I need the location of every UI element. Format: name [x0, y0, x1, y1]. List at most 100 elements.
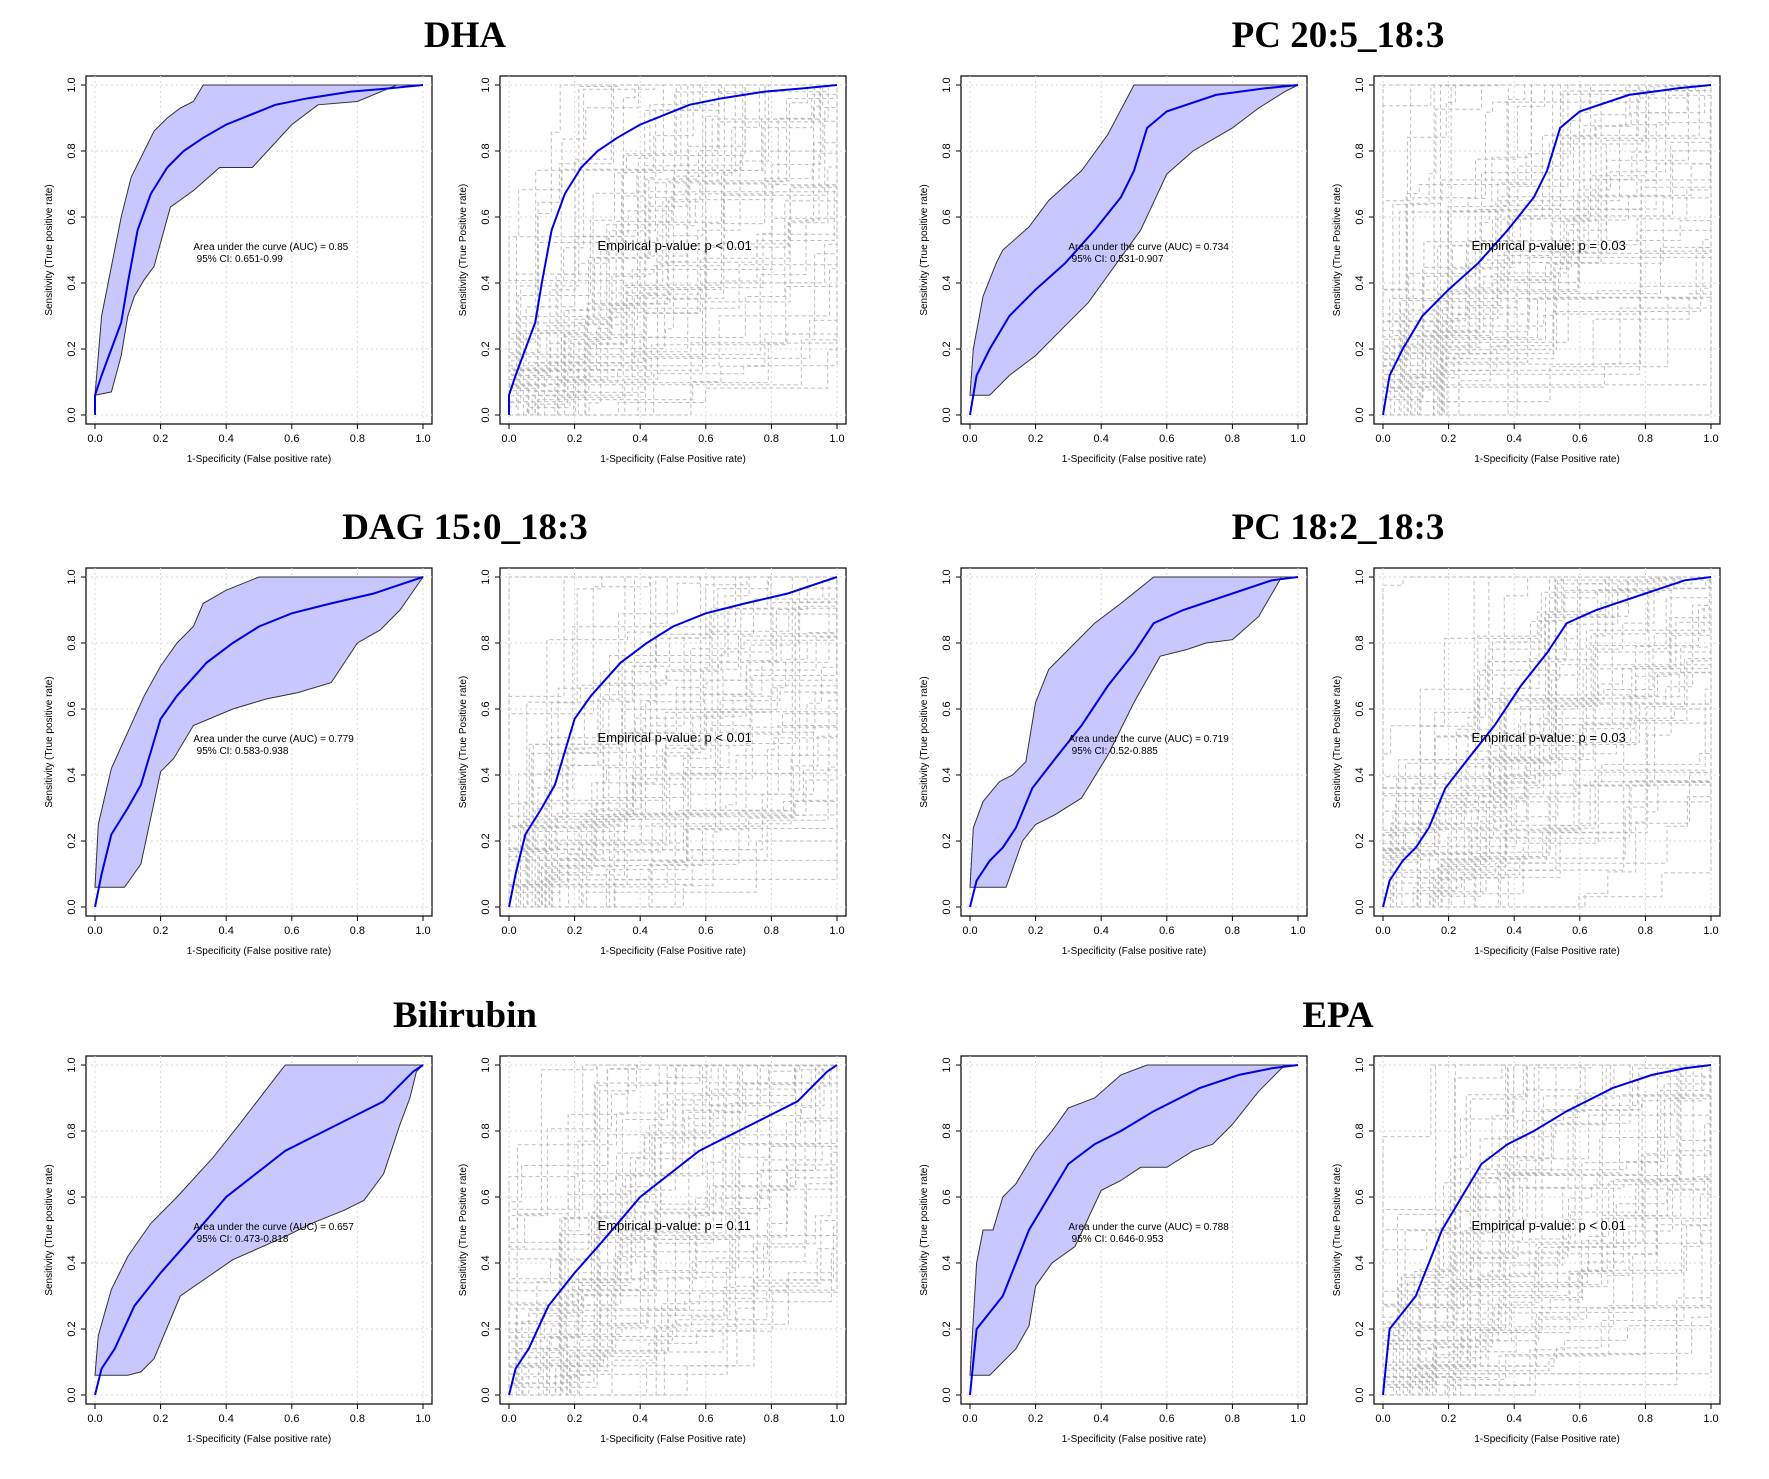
permuted-roc-curve: [1382, 576, 1711, 907]
permuted-roc-curve: [1382, 576, 1711, 907]
permutation-chart: 0.0 0.0 0.2 0.2 0.4 0.4 0.6 0.6 0.8 0.8 1.0 1.0 1-Sp…: [458, 1055, 847, 1445]
permuted-roc-curve: [509, 1064, 837, 1396]
y-tick-label: 0.0: [480, 899, 492, 914]
y-tick-label: 0.8: [480, 1123, 492, 1138]
permuted-roc-curve: [509, 1065, 838, 1396]
permuted-roc-curve: [1383, 1064, 1711, 1396]
roc-ci-chart: 0.0 0.0 0.2 0.2 0.4 0.4 0.6 0.6 0.8 0.8 1.0 1.0 1-Sp…: [919, 1055, 1308, 1445]
x-tick-label: 0.6: [698, 1413, 713, 1425]
permuted-roc-curve: [508, 577, 838, 907]
auc-label: Area under the curve (AUC) = 0.788: [1068, 1222, 1229, 1233]
permuted-roc-curve: [509, 84, 837, 416]
y-tick-label: 0.4: [1354, 1255, 1366, 1270]
permuted-roc-curve: [1382, 1065, 1712, 1395]
permuted-roc-curve: [1383, 85, 1712, 416]
x-axis-label: 1-Specificity (False positive rate): [187, 1434, 332, 1445]
roc-curve: [1382, 1064, 1712, 1396]
roc-curve: [969, 1064, 1299, 1396]
y-tick-label: 0.2: [480, 833, 492, 848]
permuted-roc-curve: [509, 1065, 838, 1396]
y-tick-label: 0.0: [66, 407, 78, 422]
y-tick-label: 1.0: [66, 1057, 78, 1072]
permuted-roc-curve: [1382, 1064, 1711, 1395]
roc-ci-chart: 0.0 0.0 0.2 0.2 0.4 0.4 0.6 0.6 0.8 0.8 1.0 1.0 1-Sp…: [44, 75, 433, 465]
permuted-roc-curve: [508, 84, 837, 415]
auc-label: Area under the curve (AUC) = 0.719: [1068, 734, 1229, 745]
y-axis-label: Sensitivity (True Positive rate): [1332, 1164, 1343, 1296]
permuted-roc-curve: [509, 1065, 838, 1396]
x-tick-label: 0.0: [501, 1413, 516, 1425]
x-tick-label: 1.0: [415, 925, 430, 937]
y-axis-label: Sensitivity (True Positive rate): [458, 676, 469, 808]
permuted-roc-curve: [1383, 1064, 1711, 1396]
permuted-roc-curve: [1382, 84, 1711, 415]
permuted-roc-curve: [509, 1065, 838, 1396]
x-tick-label: 0.8: [764, 925, 779, 937]
x-tick-label: 0.8: [764, 1413, 779, 1425]
permuted-roc-curve: [1382, 84, 1711, 415]
permutation-chart: 0.0 0.0 0.2 0.2 0.4 0.4 0.6 0.6 0.8 0.8 1.0 1.0 1-Sp…: [458, 567, 847, 957]
y-tick-label: 0.0: [66, 899, 78, 914]
permuted-roc-curve: [1383, 577, 1712, 908]
permuted-roc-curve: [1383, 577, 1712, 908]
y-tick-label: 0.4: [941, 275, 953, 290]
y-tick-label: 0.8: [1354, 143, 1366, 158]
y-tick-label: 0.8: [1354, 1123, 1366, 1138]
roc-curve: [508, 576, 838, 908]
pvalue-label: Empirical p-value: p < 0.01: [1472, 1218, 1626, 1233]
y-tick-label: 0.8: [66, 635, 78, 650]
y-tick-label: 0.2: [66, 833, 78, 848]
permuted-roc-curve: [1382, 576, 1711, 907]
roc-curve: [94, 1064, 424, 1396]
permuted-roc-curve: [1382, 85, 1712, 415]
permuted-roc-curve: [1383, 1065, 1712, 1396]
permuted-roc-curve: [509, 577, 838, 908]
x-axis-label: 1-Specificity (False positive rate): [1062, 454, 1207, 465]
permuted-roc-curve: [509, 1064, 837, 1396]
y-tick-label: 0.2: [66, 341, 78, 356]
permuted-roc-curve: [1383, 1064, 1711, 1396]
y-tick-label: 0.8: [941, 143, 953, 158]
x-tick-label: 0.4: [1094, 433, 1109, 445]
permuted-roc-curve: [509, 1065, 838, 1396]
permuted-roc-curve: [508, 576, 837, 907]
y-tick-label: 0.0: [1354, 407, 1366, 422]
permuted-roc-curve: [509, 1065, 838, 1396]
y-tick-label: 0.0: [941, 1387, 953, 1402]
permuted-roc-curve: [508, 577, 838, 907]
permuted-roc-curve: [1382, 1064, 1711, 1395]
permuted-roc-curve: [1383, 576, 1711, 908]
y-tick-label: 0.6: [941, 701, 953, 716]
x-tick-label: 0.4: [1507, 1413, 1522, 1425]
x-tick-label: 0.2: [153, 433, 168, 445]
panel-title: PC 20:5_18:3: [1231, 15, 1445, 56]
x-tick-label: 0.0: [962, 433, 977, 445]
x-tick-label: 0.8: [764, 433, 779, 445]
y-axis-label: Sensitivity (True positive rate): [919, 184, 930, 315]
permuted-roc-curve: [509, 85, 838, 416]
permuted-roc-curve: [1383, 85, 1712, 416]
confidence-band: [94, 576, 424, 888]
pvalue-label: Empirical p-value: p < 0.01: [598, 238, 752, 253]
y-tick-label: 0.2: [941, 833, 953, 848]
permuted-roc-curve: [1382, 84, 1711, 415]
y-tick-label: 1.0: [941, 77, 953, 92]
x-tick-label: 0.4: [633, 925, 648, 937]
permuted-roc-curve: [508, 1064, 837, 1395]
x-tick-label: 0.2: [1441, 433, 1456, 445]
x-tick-label: 0.8: [1225, 433, 1240, 445]
x-tick-label: 1.0: [1703, 433, 1718, 445]
permuted-roc-curve: [509, 576, 838, 908]
pvalue-label: Empirical p-value: p = 0.03: [1472, 238, 1626, 253]
y-tick-label: 0.6: [480, 1189, 492, 1204]
x-tick-label: 0.0: [501, 433, 516, 445]
permuted-roc-curve: [1383, 84, 1711, 416]
confidence-band: [94, 1064, 425, 1376]
x-tick-label: 0.6: [698, 433, 713, 445]
x-tick-label: 0.2: [153, 925, 168, 937]
permuted-roc-curve: [1382, 1065, 1712, 1395]
permuted-roc-curve: [509, 85, 838, 416]
auc-label: Area under the curve (AUC) = 0.734: [1068, 242, 1229, 253]
permuted-roc-curve: [1383, 1065, 1712, 1396]
permuted-roc-curve: [1383, 576, 1711, 908]
